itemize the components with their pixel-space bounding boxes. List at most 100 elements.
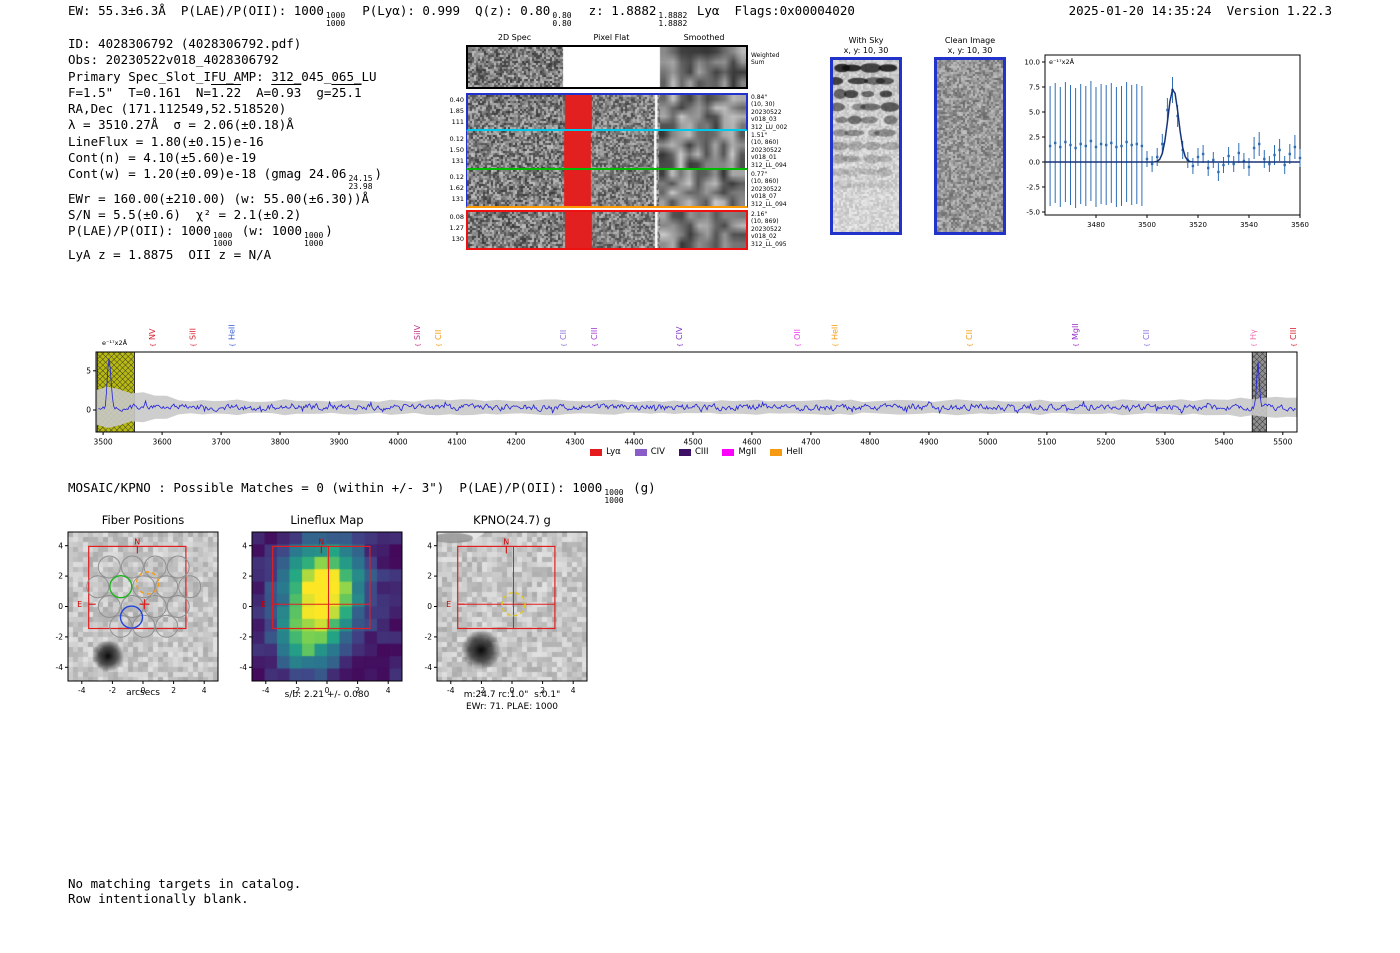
svg-text:{: { xyxy=(795,343,802,347)
header-ew-plae: EW: 55.3±6.3Å P(LAE)/P(OII): 1000 xyxy=(68,3,324,18)
info-sn-chi2: S/N = 5.5(±0.6) χ² = 2.1(±0.2) xyxy=(68,206,302,222)
legend-label: Lyα xyxy=(606,447,621,457)
plae-w-fraction: 1000 1000 xyxy=(304,232,323,247)
svg-text:2: 2 xyxy=(355,686,360,695)
info-primary-amp: Primary Spec_Slot_IFU_AMP: 312_045_065_L… xyxy=(68,68,377,84)
spectrum-plot-content: 0 5 3500 3600 3700 3800 3900 4000 4100 4200 4300 44… xyxy=(86,323,1298,446)
legend-swatch xyxy=(722,448,735,456)
legend-label: CIII xyxy=(695,447,709,457)
frac-top: 0.80 xyxy=(552,11,572,20)
frac-bottom: 1000 xyxy=(325,18,346,28)
svg-text:4300: 4300 xyxy=(565,438,584,447)
zoom-plot-content: 10.0 7.5 5.0 2.5 0.0 -2.5 -5.0 3480 3500 3520 3540… xyxy=(1024,54,1309,229)
legend-swatch xyxy=(634,448,647,456)
svg-text:-2: -2 xyxy=(293,686,301,695)
frac-bottom: 1000 xyxy=(304,238,324,248)
svg-text:5.0: 5.0 xyxy=(1029,109,1040,117)
svg-text:{: { xyxy=(415,343,422,347)
frac-bottom: 1000 xyxy=(604,495,624,505)
fiber2-2d-spec-image xyxy=(467,131,745,168)
fiber-annotation-line: 312_LL_094 xyxy=(751,161,787,169)
svg-text:{: { xyxy=(191,343,198,347)
row-stat-value: 0.08 xyxy=(449,213,464,221)
info-obs: Obs: 20230522v018_4028306792 xyxy=(68,52,279,68)
svg-text:-4: -4 xyxy=(425,663,433,672)
svg-text:{: { xyxy=(967,343,974,347)
row-stat-value: 131 xyxy=(451,157,464,165)
fiber-positions-axes: -4 -4 -2 -2 0 0 2 2 4 4 N E xyxy=(56,531,219,695)
svg-text:{: { xyxy=(1144,343,1151,347)
svg-text:OII: OII xyxy=(793,329,802,340)
svg-text:4900: 4900 xyxy=(919,438,938,447)
fiber-annotation-line: 2.16" xyxy=(751,211,768,218)
svg-text:4100: 4100 xyxy=(447,438,466,447)
legend-swatch xyxy=(679,448,691,456)
info-cont-n: Cont(n) = 4.10(±5.60)e-19 xyxy=(68,150,257,166)
svg-text:CII: CII xyxy=(559,330,568,340)
svg-text:2: 2 xyxy=(540,686,545,695)
svg-text:0: 0 xyxy=(510,686,515,695)
legend-swatch xyxy=(590,448,603,456)
seeing-text: F=1.5" T=0.161 N= xyxy=(68,84,211,100)
svg-text:5000: 5000 xyxy=(978,438,997,447)
fiber-annotation-line: 0.77" xyxy=(751,171,768,178)
fiber-annotation-line: (10, 860) xyxy=(751,178,779,186)
svg-text:4: 4 xyxy=(58,541,63,550)
frac-top: 1000 xyxy=(304,231,324,241)
svg-text:3800: 3800 xyxy=(270,438,289,447)
svg-text:{: { xyxy=(833,343,840,347)
info-plae: P(LAE)/P(OII): 1000 1000 1000 (w: 1000 1000… xyxy=(68,223,382,247)
svg-text:-4: -4 xyxy=(262,686,270,695)
svg-text:-2: -2 xyxy=(425,633,433,642)
contw-text: Cont(w) = 1.20(±0.09)e-18 (gmag 24.06 xyxy=(68,166,347,182)
svg-text:-2: -2 xyxy=(109,686,117,695)
fiber-xlabel: arcsecs xyxy=(126,688,160,698)
clean-coords: x, y: 10, 30 xyxy=(947,46,993,55)
svg-text:4: 4 xyxy=(202,686,207,695)
row-stat-value: 0.12 xyxy=(449,173,464,181)
svg-text:5500: 5500 xyxy=(1273,438,1292,447)
detection-info-block: ID: 4028306792 (4028306792.pdf) Obs: 202… xyxy=(68,36,382,264)
legend-item: CIII xyxy=(679,447,708,457)
svg-text:5200: 5200 xyxy=(1096,438,1115,447)
svg-text:10.0: 10.0 xyxy=(1024,59,1040,67)
lineflux-caption: s/b: 2.21 +/- 0.080 xyxy=(284,690,370,700)
svg-text:4000: 4000 xyxy=(388,438,407,447)
fiber1-2d-spec-image xyxy=(468,95,746,129)
fiber-annotation-line: 20230522 xyxy=(751,225,782,233)
svg-text:4: 4 xyxy=(386,686,391,695)
header-z: z: 1.8882 xyxy=(573,3,657,18)
fiber-annotation-line: v018_07 xyxy=(751,193,777,201)
svg-text:E: E xyxy=(446,600,451,609)
weighted-2d-spec-image xyxy=(468,47,746,87)
svg-text:3520: 3520 xyxy=(1189,221,1207,229)
svg-text:{: { xyxy=(1291,343,1298,347)
plae-text: ) xyxy=(325,223,333,239)
seeing-a: 0.93 xyxy=(271,84,302,100)
seeing-text: A= xyxy=(241,84,272,100)
svg-text:3500: 3500 xyxy=(94,438,113,447)
fiber-annotation-line: (10, 30) xyxy=(751,101,775,109)
svg-text:2: 2 xyxy=(427,572,432,581)
legend-item: HeII xyxy=(770,447,803,457)
info-ewr: EWr = 160.00(±210.00) (w: 55.00(±6.30))Å xyxy=(68,190,370,206)
fiber-annotation-line: 312_LU_002 xyxy=(751,123,788,131)
svg-text:CII: CII xyxy=(965,330,974,340)
svg-text:0: 0 xyxy=(58,602,63,611)
panel-axes: -4 -4 -2 -2 0 0 2 2 4 4 N E xyxy=(56,531,219,695)
row2-stat-labels: 0.12 1.50 131 xyxy=(438,134,464,167)
row4-stat-labels: 0.08 1.27 130 xyxy=(438,212,464,245)
row-stat-value: 131 xyxy=(451,195,464,203)
cutout-row-1 xyxy=(466,93,748,131)
svg-text:3560: 3560 xyxy=(1291,221,1309,229)
svg-text:HeII: HeII xyxy=(831,324,840,340)
svg-text:4400: 4400 xyxy=(624,438,643,447)
frac-bottom: 1.8882 xyxy=(658,18,688,28)
svg-text:5100: 5100 xyxy=(1037,438,1056,447)
kpno-caption-1: m:24.7 rc:1.0" s:0.1" xyxy=(463,690,561,700)
legend-swatch xyxy=(770,448,783,456)
fiber-annotation-line: v018_02 xyxy=(751,233,777,241)
svg-text:4: 4 xyxy=(242,541,247,550)
svg-text:-2: -2 xyxy=(56,633,64,642)
